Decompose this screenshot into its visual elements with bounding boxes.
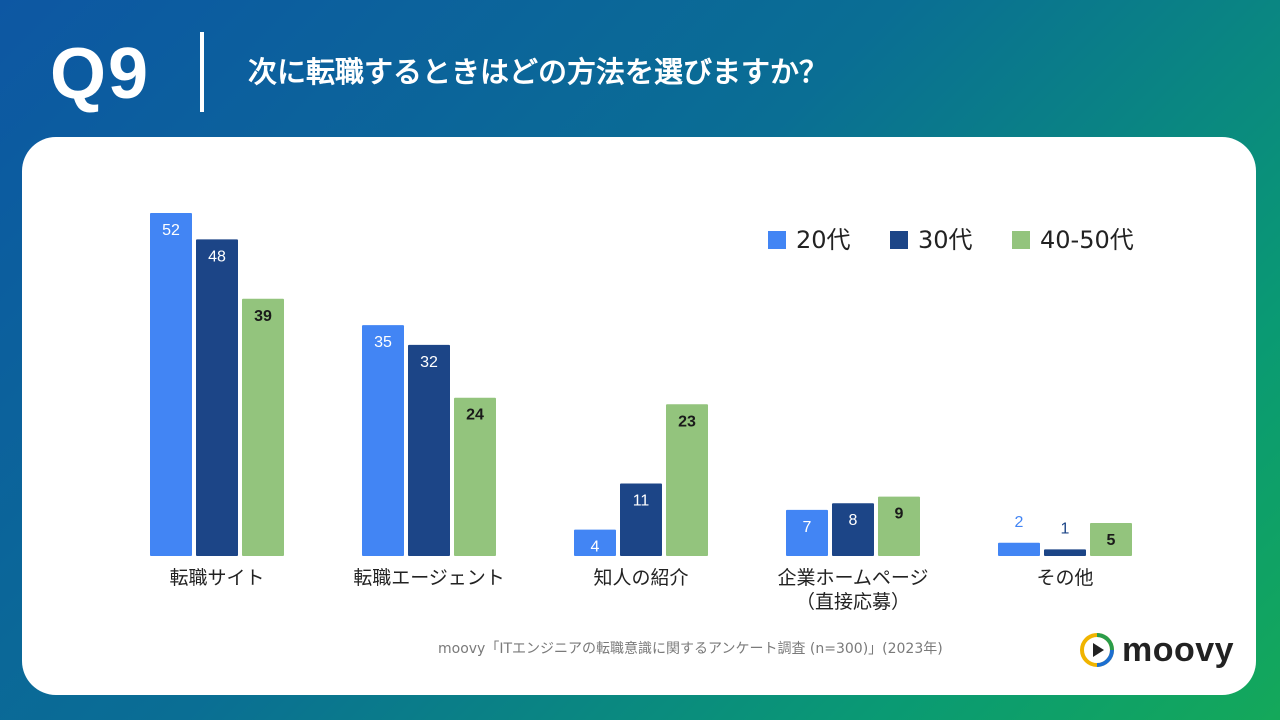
legend-label: 20代 bbox=[796, 226, 851, 254]
brand-name: moovy bbox=[1122, 630, 1235, 669]
data-label: 23 bbox=[678, 413, 696, 430]
data-label: 39 bbox=[254, 308, 272, 325]
data-label: 24 bbox=[466, 407, 484, 424]
bar bbox=[454, 397, 496, 556]
play-icon bbox=[1080, 633, 1114, 667]
bar bbox=[1044, 549, 1086, 556]
legend-swatch bbox=[890, 231, 908, 249]
data-label: 9 bbox=[895, 506, 904, 523]
data-label: 2 bbox=[1015, 514, 1024, 531]
bar bbox=[574, 529, 616, 556]
category-label: 知人の紹介 bbox=[593, 567, 688, 589]
legend-swatch bbox=[1012, 231, 1030, 249]
legend-label: 40-50代 bbox=[1040, 226, 1134, 254]
data-label: 7 bbox=[803, 519, 812, 536]
question-text: 次に転職するときはどの方法を選びますか？ bbox=[248, 55, 829, 89]
data-label: 8 bbox=[849, 512, 858, 529]
question-number: Q9 bbox=[50, 34, 151, 114]
data-label: 52 bbox=[162, 222, 180, 239]
bar bbox=[666, 404, 708, 556]
bar bbox=[832, 503, 874, 556]
category-label: 企業ホームページ bbox=[777, 567, 928, 589]
data-label: 4 bbox=[591, 539, 600, 556]
legend-label: 30代 bbox=[918, 226, 973, 254]
category-label: 転職エージェント bbox=[353, 567, 505, 589]
moovy-logo: moovy bbox=[1078, 628, 1234, 672]
bar bbox=[1090, 523, 1132, 556]
category-label: その他 bbox=[1036, 567, 1093, 589]
category-label: 転職サイト bbox=[169, 567, 264, 589]
data-label: 1 bbox=[1061, 520, 1070, 537]
bar bbox=[150, 213, 192, 556]
bar bbox=[786, 509, 828, 556]
bar bbox=[998, 542, 1040, 556]
bar bbox=[362, 325, 404, 556]
legend-swatch bbox=[768, 231, 786, 249]
data-label: 35 bbox=[374, 334, 392, 351]
bar bbox=[408, 344, 450, 556]
data-label: 32 bbox=[420, 354, 438, 371]
source-note: moovy「ITエンジニアの転職意識に関するアンケート調査 (n=300)」(2… bbox=[438, 641, 943, 657]
data-label: 48 bbox=[208, 248, 226, 265]
bar bbox=[878, 496, 920, 556]
category-label: （直接応募） bbox=[796, 591, 910, 613]
bar bbox=[242, 298, 284, 556]
bar bbox=[196, 239, 238, 556]
header-divider bbox=[200, 32, 204, 112]
data-label: 5 bbox=[1107, 532, 1116, 549]
data-label: 11 bbox=[633, 492, 650, 509]
bar bbox=[620, 483, 662, 556]
